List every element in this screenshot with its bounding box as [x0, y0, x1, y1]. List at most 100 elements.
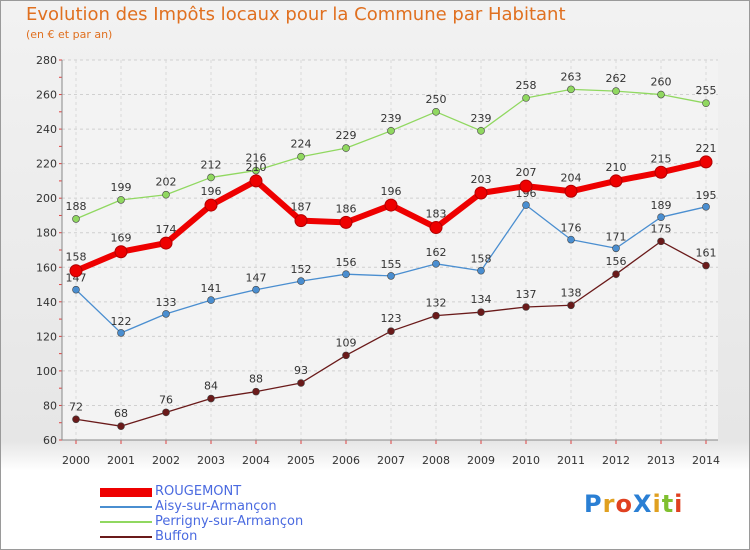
data-point [567, 235, 575, 244]
data-point [117, 196, 125, 204]
data-label: 260 [651, 76, 672, 89]
data-point [204, 198, 218, 212]
data-point [384, 198, 398, 212]
data-point [429, 221, 443, 235]
data-point [207, 296, 215, 304]
data-point [72, 415, 80, 424]
x-tick-label: 2011 [557, 454, 585, 467]
y-tick-label: 160 [36, 261, 57, 274]
legend-label: Buffon [155, 529, 198, 544]
data-label: 250 [426, 93, 447, 106]
chart-title: Evolution des Impôts locaux pour la Comm… [26, 4, 566, 25]
x-tick-label: 2001 [107, 454, 135, 467]
data-point [477, 308, 485, 316]
logo-letter: P [584, 490, 603, 518]
y-tick-label: 280 [36, 54, 57, 67]
chart-subtitle: (en € et par an) [26, 28, 113, 41]
data-label: 109 [336, 336, 357, 349]
legend-label: ROUGEMONT [155, 484, 242, 499]
data-label: 158 [471, 253, 492, 266]
data-point [117, 329, 125, 337]
data-label: 147 [246, 272, 267, 285]
proxiti-logo: ProXiti [584, 490, 683, 518]
x-tick-label: 2014 [692, 454, 720, 467]
data-point [72, 285, 80, 294]
data-label: 221 [696, 142, 717, 155]
logo-letter: t [661, 490, 675, 518]
data-point [702, 99, 710, 107]
data-point [297, 277, 305, 285]
x-tick-label: 2010 [512, 454, 540, 467]
data-point [477, 266, 485, 275]
data-label: 175 [651, 222, 672, 235]
data-label: 176 [561, 222, 582, 235]
data-label: 199 [111, 181, 132, 194]
legend-item: Aisy-sur-Armançon [100, 499, 400, 515]
data-point [702, 203, 710, 211]
data-point [567, 301, 575, 310]
x-tick-label: 2012 [602, 454, 630, 467]
data-label: 93 [294, 364, 308, 377]
series-perrigny-sur-arman-on: 188 199 202 212 216 224 229 239 250 239 258 263 262 2… [66, 70, 717, 223]
data-point [114, 245, 128, 259]
data-label: 72 [69, 400, 83, 413]
line-chart: 60 80 100 120 140 160 180 200 220 240 260 280 2000 20… [36, 54, 720, 467]
legend-item: ROUGEMONT [100, 484, 400, 500]
data-label: 152 [291, 263, 312, 276]
data-point [294, 214, 308, 228]
data-label: 155 [381, 258, 402, 271]
data-point [522, 303, 530, 311]
data-label: 196 [516, 187, 537, 200]
data-label: 207 [516, 166, 537, 179]
data-label: 224 [291, 138, 312, 151]
x-tick-label: 2003 [197, 454, 225, 467]
legend-item: Buffon [100, 529, 400, 545]
logo-letter: i [674, 490, 684, 518]
data-label: 147 [66, 272, 87, 285]
data-point [387, 327, 395, 335]
data-point [519, 179, 533, 193]
data-label: 134 [471, 293, 492, 306]
data-label: 171 [606, 230, 627, 243]
data-label: 262 [606, 72, 627, 85]
series-buffon: 72 68 76 84 88 93 109 123 132 134 137 138 156 175 161 [69, 222, 717, 430]
data-point [252, 166, 260, 175]
data-point [342, 270, 350, 278]
data-label: 162 [426, 246, 447, 259]
data-point [162, 190, 170, 199]
data-point [297, 379, 305, 387]
data-point [567, 85, 575, 94]
data-label: 255 [696, 84, 717, 97]
data-label: 196 [381, 185, 402, 198]
data-label: 229 [336, 129, 357, 142]
data-point [432, 260, 440, 268]
y-tick-label: 220 [36, 158, 57, 171]
data-point [432, 311, 440, 320]
data-label: 210 [606, 161, 627, 174]
data-label: 156 [606, 255, 627, 268]
x-tick-label: 2005 [287, 454, 315, 467]
data-label: 84 [204, 380, 218, 393]
data-label: 158 [66, 251, 87, 264]
data-point [339, 215, 353, 229]
legend-item: Perrigny-sur-Armançon [100, 514, 400, 530]
data-point [162, 310, 170, 318]
data-label: 174 [156, 223, 177, 236]
data-point [159, 236, 173, 250]
data-label: 156 [336, 256, 357, 269]
data-point [612, 244, 620, 253]
legend-swatch [100, 487, 152, 497]
data-point [654, 165, 668, 179]
legend-label: Aisy-sur-Armançon [155, 499, 277, 514]
plot-area [62, 60, 718, 440]
legend-label: Perrigny-sur-Armançon [155, 514, 304, 529]
data-point [387, 127, 395, 135]
data-point [252, 285, 260, 294]
x-tick-label: 2008 [422, 454, 450, 467]
x-tick-label: 2009 [467, 454, 495, 467]
data-point [387, 272, 395, 280]
data-label: 216 [246, 152, 267, 165]
x-tick-label: 2013 [647, 454, 675, 467]
y-tick-label: 120 [36, 330, 57, 343]
